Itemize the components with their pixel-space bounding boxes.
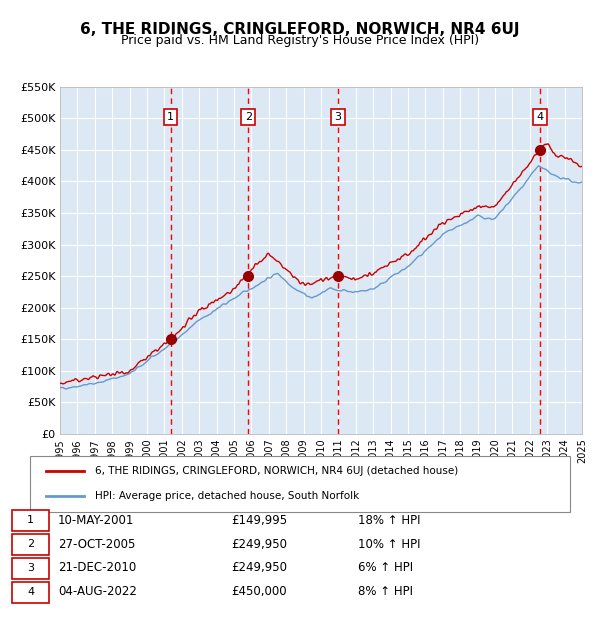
Text: 10-MAY-2001: 10-MAY-2001 — [58, 514, 134, 526]
Text: 27-OCT-2005: 27-OCT-2005 — [58, 538, 136, 551]
Text: 4: 4 — [27, 587, 34, 597]
FancyBboxPatch shape — [12, 510, 49, 531]
Text: 2: 2 — [27, 539, 34, 549]
Text: 21-DEC-2010: 21-DEC-2010 — [58, 562, 136, 574]
Text: 1: 1 — [167, 112, 174, 122]
Text: £249,950: £249,950 — [231, 562, 287, 574]
Text: £249,950: £249,950 — [231, 538, 287, 551]
Text: 10% ↑ HPI: 10% ↑ HPI — [358, 538, 420, 551]
Text: 4: 4 — [536, 112, 544, 122]
Text: 3: 3 — [27, 563, 34, 573]
Text: 6, THE RIDINGS, CRINGLEFORD, NORWICH, NR4 6UJ (detached house): 6, THE RIDINGS, CRINGLEFORD, NORWICH, NR… — [95, 466, 458, 476]
Text: 3: 3 — [334, 112, 341, 122]
Text: £149,995: £149,995 — [231, 514, 287, 526]
Text: HPI: Average price, detached house, South Norfolk: HPI: Average price, detached house, Sout… — [95, 491, 359, 501]
FancyBboxPatch shape — [12, 534, 49, 555]
Text: 18% ↑ HPI: 18% ↑ HPI — [358, 514, 420, 526]
FancyBboxPatch shape — [30, 456, 570, 512]
FancyBboxPatch shape — [12, 582, 49, 603]
Text: 2: 2 — [245, 112, 252, 122]
Text: 04-AUG-2022: 04-AUG-2022 — [58, 585, 137, 598]
FancyBboxPatch shape — [12, 558, 49, 579]
Text: 1: 1 — [27, 515, 34, 525]
Text: £450,000: £450,000 — [231, 585, 287, 598]
Text: 6% ↑ HPI: 6% ↑ HPI — [358, 562, 413, 574]
Text: Price paid vs. HM Land Registry's House Price Index (HPI): Price paid vs. HM Land Registry's House … — [121, 34, 479, 47]
Text: 6, THE RIDINGS, CRINGLEFORD, NORWICH, NR4 6UJ: 6, THE RIDINGS, CRINGLEFORD, NORWICH, NR… — [80, 22, 520, 37]
Text: 8% ↑ HPI: 8% ↑ HPI — [358, 585, 413, 598]
